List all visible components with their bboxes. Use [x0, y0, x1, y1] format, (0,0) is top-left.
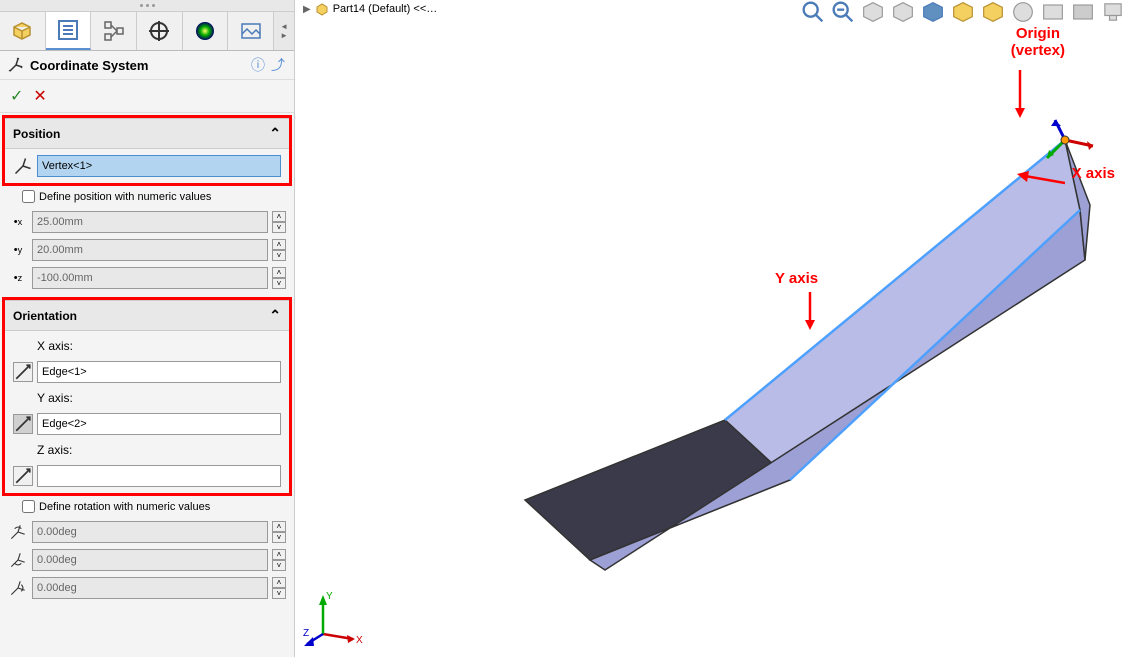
position-numeric-checkbox-row: Define position with numeric values: [0, 188, 294, 205]
rot-z-icon: [8, 578, 28, 598]
reverse-x-icon[interactable]: [13, 362, 33, 382]
tab-config[interactable]: [91, 12, 137, 50]
position-numeric-checkbox[interactable]: [22, 190, 35, 203]
breadcrumb-part[interactable]: Part14 (Default) <<…: [333, 3, 438, 15]
tree-icon: [102, 19, 126, 43]
sphere-icon: [193, 19, 217, 43]
rotation-numeric-checkbox[interactable]: [22, 500, 35, 513]
z-axis-label: Z axis:: [13, 441, 281, 459]
image-icon: [239, 19, 263, 43]
pos-x-field[interactable]: 25.00mm: [32, 211, 268, 233]
rot-y-icon: [8, 550, 28, 570]
x-axis-field[interactable]: Edge<1>: [37, 361, 281, 383]
position-section-header[interactable]: Position ⌃: [5, 118, 289, 149]
reverse-z-icon[interactable]: [13, 466, 33, 486]
view-settings-icon[interactable]: [1069, 0, 1097, 24]
origin-icon: [13, 156, 33, 176]
zoom-area-icon[interactable]: [829, 0, 857, 24]
tab-features[interactable]: [0, 12, 46, 50]
cube-icon: [10, 19, 34, 43]
rotation-numeric-checkbox-row: Define rotation with numeric values: [0, 498, 294, 515]
pos-z-up[interactable]: ˄: [272, 267, 286, 278]
breadcrumb: ▶ Part14 (Default) <<…: [303, 2, 437, 16]
prev-view-icon[interactable]: [859, 0, 887, 24]
ok-button[interactable]: ✓: [10, 86, 23, 106]
rot-x-up[interactable]: ˄: [272, 521, 286, 532]
reverse-y-icon[interactable]: [13, 414, 33, 434]
view-triad[interactable]: X Y Z: [303, 589, 363, 649]
pos-y-up[interactable]: ˄: [272, 239, 286, 250]
origin-annotation: Origin (vertex): [1011, 25, 1065, 59]
apply-scene-icon[interactable]: [1039, 0, 1067, 24]
tab-appearances[interactable]: [183, 12, 229, 50]
pos-x-down[interactable]: ˅: [272, 222, 286, 233]
coord-system-icon: [8, 57, 24, 73]
rot-x-down[interactable]: ˅: [272, 532, 286, 543]
panel-tabs: ◄►: [0, 12, 294, 51]
pos-z-down[interactable]: ˅: [272, 278, 286, 289]
rot-y-down[interactable]: ˅: [272, 560, 286, 571]
y-axis-field[interactable]: Edge<2>: [37, 413, 281, 435]
position-selection-field[interactable]: Vertex<1>: [37, 155, 281, 177]
rot-x-field[interactable]: 0.00deg: [32, 521, 268, 543]
position-highlight-box: Position ⌃ Vertex<1>: [2, 115, 292, 186]
render-icon[interactable]: [1099, 0, 1127, 24]
pos-y-icon: •y: [8, 240, 28, 260]
rot-z-down[interactable]: ˅: [272, 588, 286, 599]
rotation-numeric-label: Define rotation with numeric values: [39, 501, 210, 513]
cancel-button[interactable]: ✕: [33, 86, 46, 106]
y-axis-label: Y axis:: [13, 389, 281, 407]
collapse-icon[interactable]: ⌃: [269, 307, 281, 324]
svg-text:Y: Y: [326, 591, 333, 602]
x-axis-arrow-icon: [1015, 168, 1065, 198]
z-axis-field[interactable]: [37, 465, 281, 487]
collapse-icon[interactable]: ⌃: [269, 125, 281, 142]
part-icon: [315, 2, 329, 16]
panel-grip[interactable]: [0, 0, 294, 12]
breadcrumb-arrow-icon[interactable]: ▶: [303, 4, 311, 15]
property-panel: ◄► Coordinate System ⓘ ⤴ ✓ ✕ Position ⌃ …: [0, 0, 295, 657]
rot-x-icon: [8, 522, 28, 542]
section-view-icon[interactable]: [889, 0, 917, 24]
position-numeric-label: Define position with numeric values: [39, 191, 211, 203]
tab-dimxpert[interactable]: [137, 12, 183, 50]
ok-cancel-bar: ✓ ✕: [0, 80, 294, 113]
rot-y-field[interactable]: 0.00deg: [32, 549, 268, 571]
svg-text:Z: Z: [303, 628, 309, 639]
pos-z-icon: •z: [8, 268, 28, 288]
orientation-section-header[interactable]: Orientation ⌃: [5, 300, 289, 331]
pos-y-down[interactable]: ˅: [272, 250, 286, 261]
tabs-scroll[interactable]: ◄►: [274, 12, 294, 50]
pos-x-icon: •x: [8, 212, 28, 232]
hide-show-icon[interactable]: [979, 0, 1007, 24]
pos-z-field[interactable]: -100.00mm: [32, 267, 268, 289]
svg-text:X: X: [356, 635, 363, 646]
rot-z-field[interactable]: 0.00deg: [32, 577, 268, 599]
y-axis-arrow-icon: [795, 292, 825, 332]
y-axis-annotation: Y axis: [775, 270, 818, 287]
tab-display[interactable]: [228, 12, 274, 50]
zoom-fit-icon[interactable]: [799, 0, 827, 24]
edit-appearance-icon[interactable]: [1009, 0, 1037, 24]
panel-header: Coordinate System ⓘ ⤴: [0, 51, 294, 80]
rot-z-up[interactable]: ˄: [272, 577, 286, 588]
view-orientation-icon[interactable]: [919, 0, 947, 24]
pos-y-field[interactable]: 20.00mm: [32, 239, 268, 261]
list-icon: [56, 18, 80, 42]
help-icon[interactable]: ⓘ: [250, 57, 266, 73]
display-style-icon[interactable]: [949, 0, 977, 24]
pin-icon[interactable]: ⤴: [270, 57, 286, 73]
pos-x-up[interactable]: ˄: [272, 211, 286, 222]
view-toolbar: [799, 0, 1127, 24]
panel-title: Coordinate System: [30, 58, 250, 73]
tab-property-manager[interactable]: [46, 12, 92, 50]
rot-y-up[interactable]: ˄: [272, 549, 286, 560]
orientation-highlight-box: Orientation ⌃ X axis: Edge<1> Y axis: Ed…: [2, 297, 292, 496]
x-axis-label: X axis:: [13, 337, 281, 355]
viewport[interactable]: ▶ Part14 (Default) <<…: [295, 0, 1135, 657]
origin-arrow-icon: [1005, 70, 1035, 120]
target-icon: [147, 19, 171, 43]
x-axis-annotation: X axis: [1072, 165, 1115, 182]
